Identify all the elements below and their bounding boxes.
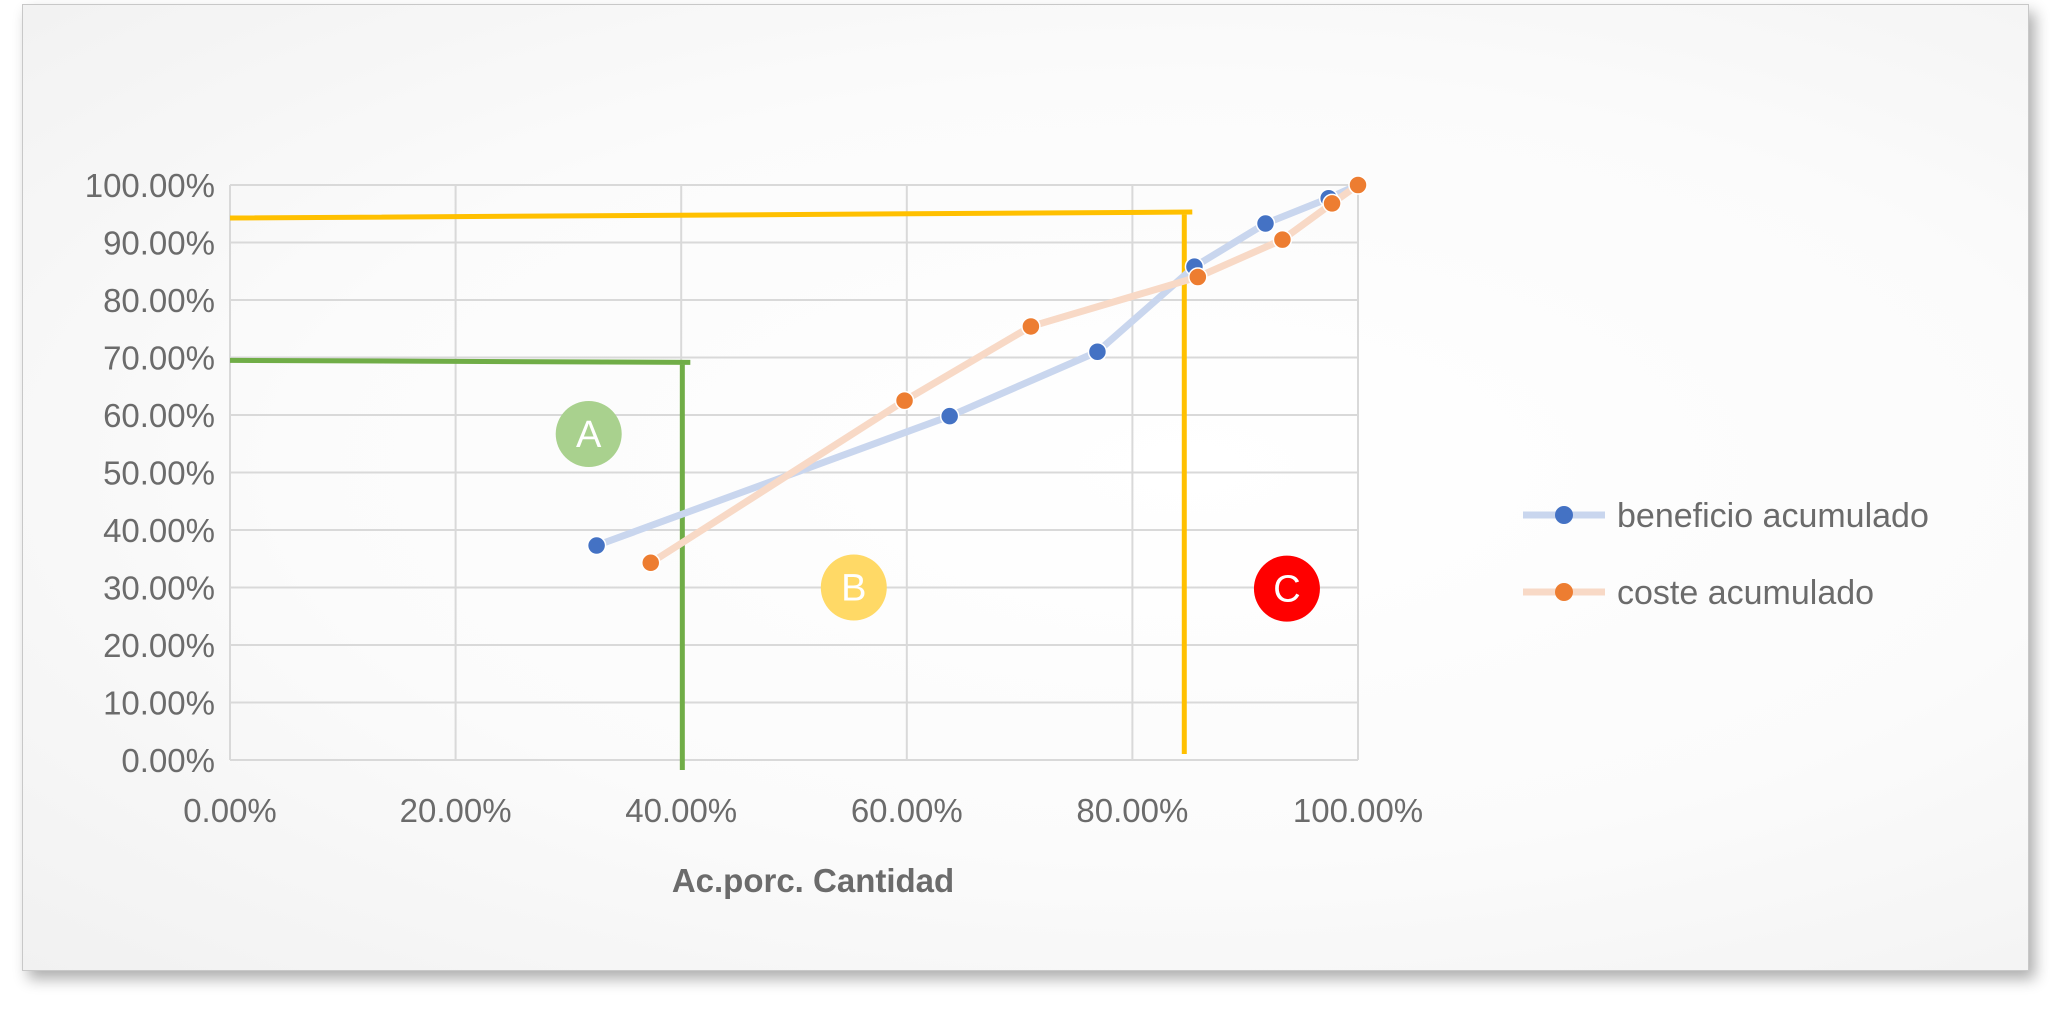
data-point: [894, 390, 915, 411]
zone-label: C: [1273, 569, 1300, 611]
y-tick-label: 40.00%: [103, 512, 215, 549]
y-tick-label: 60.00%: [103, 397, 215, 434]
data-point: [939, 406, 960, 426]
data-point: [1272, 229, 1293, 250]
y-tick-label: 100.00%: [85, 167, 215, 204]
y-tick-label: 20.00%: [103, 627, 215, 664]
y-tick-label: 90.00%: [103, 225, 215, 262]
y-tick-label: 50.00%: [103, 455, 215, 492]
data-point: [640, 553, 661, 573]
zone-label: A: [576, 414, 602, 456]
zone-label: B: [841, 568, 866, 610]
plot-svg: A B C 0.00% 20.00% 40.00% 60.00% 80.00% 100.00%…: [85, 167, 1929, 899]
x-tick-label: 20.00%: [400, 792, 512, 829]
data-point: [586, 535, 607, 556]
x-axis-title: Ac.porc. Cantidad: [672, 862, 954, 899]
legend-swatch-marker: [1555, 506, 1573, 524]
zone-badge: [820, 554, 887, 621]
x-tick-label: 80.00%: [1076, 792, 1188, 829]
data-point: [1188, 267, 1208, 287]
y-tick-label: 70.00%: [103, 340, 215, 377]
legend-layer: beneficio acumulado coste acumulado: [1523, 497, 1929, 612]
data-point: [1021, 316, 1041, 337]
x-tick-label: 40.00%: [625, 792, 737, 829]
series-layer: [586, 175, 1368, 573]
zone-layer: A B C: [555, 400, 1320, 622]
x-tick-label: 60.00%: [851, 792, 963, 829]
zone-badge: [555, 400, 622, 467]
y-tick-label: 0.00%: [121, 742, 215, 779]
legend-swatch-marker: [1555, 583, 1573, 601]
x-tick-label: 0.00%: [183, 792, 277, 829]
data-point: [1087, 342, 1108, 362]
threshold-layer: [229, 209, 1193, 770]
x-tick-label: 100.00%: [1293, 792, 1423, 829]
grid-layer: [229, 184, 1359, 761]
data-point: [1322, 193, 1342, 214]
threshold-line: [229, 209, 1193, 754]
y-tick-label: 80.00%: [103, 282, 215, 319]
threshold-line: [229, 357, 691, 770]
series-line: [593, 181, 1362, 550]
legend-label: beneficio acumulado: [1617, 497, 1929, 535]
y-tick-label: 30.00%: [103, 570, 215, 607]
tick-layer: 0.00% 20.00% 40.00% 60.00% 80.00% 100.00% 0.00…: [85, 167, 1423, 829]
data-point: [1348, 175, 1368, 195]
chart-area: A B C 0.00% 20.00% 40.00% 60.00% 80.00% 100.00%…: [22, 4, 2029, 971]
legend-label: coste acumulado: [1617, 574, 1874, 612]
y-tick-label: 10.00%: [103, 685, 215, 722]
data-point: [1255, 213, 1276, 234]
zone-badge: [1253, 555, 1320, 622]
